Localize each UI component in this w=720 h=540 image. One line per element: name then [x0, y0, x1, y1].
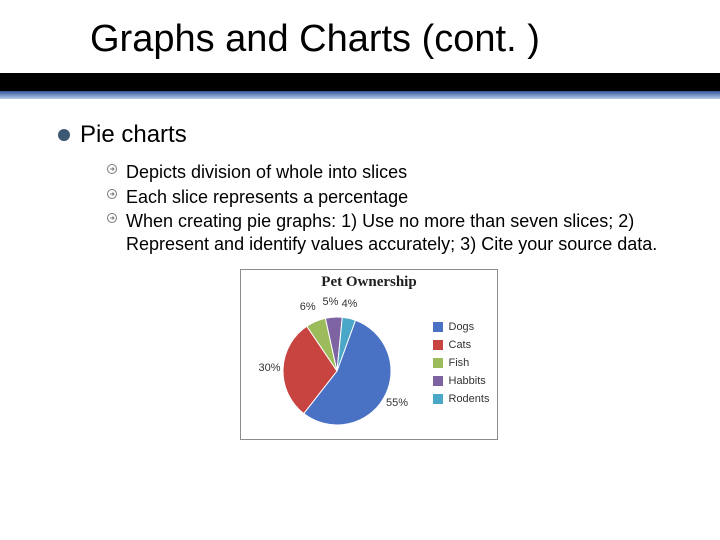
pie-chart: 55% 30% 6% 5% 4%	[249, 293, 419, 433]
pie-slice-label: 5%	[322, 296, 338, 308]
sub-bullet: Each slice represents a percentage	[106, 186, 680, 209]
legend-label: Cats	[449, 339, 472, 351]
legend-label: Habbits	[449, 375, 486, 387]
slide-title: Graphs and Charts (cont. )	[0, 0, 720, 73]
sub-bullet: Depicts division of whole into slices	[106, 161, 680, 184]
sub-bullet-text: Depicts division of whole into slices	[126, 161, 407, 184]
bullet-dot-icon	[58, 129, 70, 141]
sub-bullet-text: When creating pie graphs: 1) Use no more…	[126, 210, 680, 255]
legend-label: Fish	[449, 357, 470, 369]
main-bullet: Pie charts	[58, 121, 680, 149]
legend-item: Rodents	[433, 393, 490, 405]
legend-swatch-icon	[433, 358, 443, 368]
legend-label: Dogs	[449, 321, 475, 333]
black-divider-bar	[0, 73, 720, 91]
pie-slice-label: 30%	[259, 362, 281, 374]
gradient-divider-bar	[0, 91, 720, 99]
sub-bullets: Depicts division of whole into slices Ea…	[58, 155, 680, 255]
chart-body: 55% 30% 6% 5% 4% Dogs Cats Fish Habbits Rodents	[249, 293, 490, 433]
legend-item: Dogs	[433, 321, 490, 333]
pie-chart-box: Pet Ownership 55% 30% 6% 5% 4% Dogs Cats Fish H…	[240, 269, 499, 440]
chart-legend: Dogs Cats Fish Habbits Rodents	[433, 321, 490, 405]
legend-swatch-icon	[433, 394, 443, 404]
content-area: Pie charts Depicts division of whole int…	[0, 99, 720, 440]
arrow-icon	[106, 212, 120, 255]
chart-wrapper: Pet Ownership 55% 30% 6% 5% 4% Dogs Cats Fish H…	[58, 269, 680, 440]
arrow-icon	[106, 188, 120, 209]
legend-swatch-icon	[433, 340, 443, 350]
pie-slice-label: 55%	[386, 397, 408, 409]
legend-item: Fish	[433, 357, 490, 369]
legend-swatch-icon	[433, 322, 443, 332]
chart-title: Pet Ownership	[249, 274, 490, 291]
sub-bullet-text: Each slice represents a percentage	[126, 186, 408, 209]
arrow-icon	[106, 163, 120, 184]
legend-label: Rodents	[449, 393, 490, 405]
pie-slice-label: 6%	[300, 301, 316, 313]
sub-bullet: When creating pie graphs: 1) Use no more…	[106, 210, 680, 255]
legend-item: Cats	[433, 339, 490, 351]
main-bullet-text: Pie charts	[80, 121, 187, 149]
legend-item: Habbits	[433, 375, 490, 387]
pie-slice-label: 4%	[342, 298, 358, 310]
legend-swatch-icon	[433, 376, 443, 386]
